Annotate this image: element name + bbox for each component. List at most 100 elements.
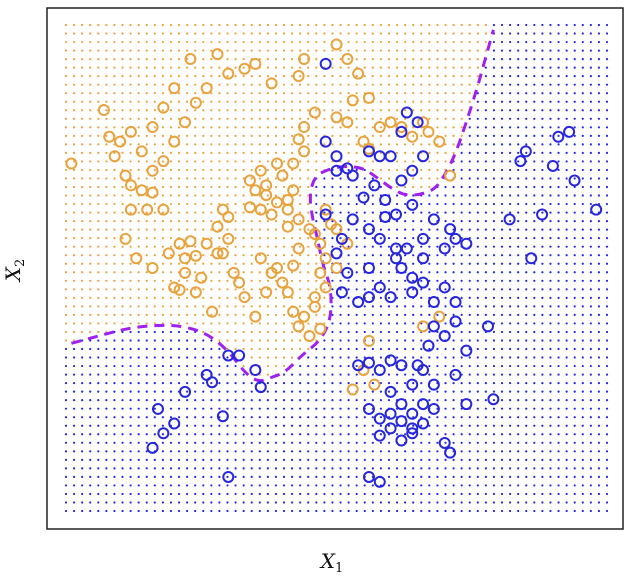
grid-dot bbox=[129, 75, 132, 78]
grid-dot bbox=[549, 330, 552, 334]
grid-dot bbox=[395, 467, 399, 470]
grid-dot bbox=[64, 58, 68, 61]
grid-dot bbox=[177, 441, 181, 444]
grid-dot bbox=[64, 356, 68, 359]
grid-dot bbox=[428, 228, 431, 231]
grid-dot bbox=[605, 279, 609, 282]
grid-dot bbox=[137, 484, 140, 487]
grid-dot bbox=[137, 424, 140, 427]
grid-dot bbox=[589, 23, 592, 27]
grid-dot bbox=[436, 49, 439, 52]
data-point-orange bbox=[189, 286, 202, 299]
grid-dot bbox=[565, 83, 568, 86]
grid-dot bbox=[161, 501, 164, 504]
grid-dot bbox=[517, 467, 520, 470]
grid-dot bbox=[194, 424, 197, 427]
grid-dot bbox=[468, 228, 471, 231]
grid-dot bbox=[137, 100, 140, 103]
grid-dot bbox=[161, 288, 164, 291]
grid-dot bbox=[347, 279, 350, 282]
grid-dot bbox=[105, 433, 108, 436]
grid-dot bbox=[460, 194, 463, 197]
grid-dot bbox=[105, 475, 108, 478]
grid-dot bbox=[581, 66, 584, 69]
grid-dot bbox=[355, 416, 358, 419]
grid-dot bbox=[549, 143, 552, 146]
grid-dot bbox=[89, 313, 92, 316]
grid-dot bbox=[573, 313, 576, 316]
grid-dot bbox=[137, 143, 140, 146]
grid-dot bbox=[500, 441, 504, 444]
grid-dot bbox=[186, 322, 189, 325]
grid-dot bbox=[460, 58, 463, 61]
grid-dot bbox=[315, 109, 318, 112]
grid-dot bbox=[234, 271, 237, 274]
grid-dot bbox=[97, 288, 100, 291]
grid-dot bbox=[452, 382, 455, 385]
grid-dot bbox=[177, 58, 181, 61]
grid-dot bbox=[169, 492, 173, 496]
grid-dot bbox=[226, 322, 229, 325]
grid-dot bbox=[242, 339, 245, 342]
grid-dot bbox=[468, 373, 471, 376]
grid-dot bbox=[145, 450, 148, 453]
grid-dot bbox=[371, 237, 374, 240]
data-point-blue bbox=[146, 441, 159, 454]
grid-dot bbox=[315, 220, 318, 223]
grid-dot bbox=[145, 58, 148, 61]
grid-dot bbox=[186, 109, 189, 112]
grid-dot bbox=[210, 433, 213, 436]
grid-dot bbox=[307, 279, 310, 282]
grid-dot bbox=[355, 441, 358, 444]
grid-dot bbox=[589, 407, 592, 410]
grid-dot bbox=[81, 194, 84, 197]
grid-dot bbox=[105, 109, 108, 112]
grid-dot bbox=[492, 40, 496, 44]
grid-dot bbox=[517, 492, 520, 496]
grid-dot bbox=[605, 185, 609, 189]
grid-dot bbox=[517, 177, 520, 180]
data-point-orange bbox=[346, 383, 359, 396]
grid-dot bbox=[266, 458, 269, 461]
grid-dot bbox=[557, 424, 560, 427]
grid-dot bbox=[605, 66, 609, 69]
grid-dot bbox=[444, 40, 447, 44]
grid-dot bbox=[194, 40, 197, 44]
grid-dot bbox=[81, 475, 84, 478]
grid-dot bbox=[573, 509, 576, 513]
grid-dot bbox=[89, 296, 92, 299]
grid-dot bbox=[210, 484, 213, 487]
grid-dot bbox=[121, 467, 124, 470]
grid-dot bbox=[266, 109, 269, 112]
grid-dot bbox=[234, 83, 237, 86]
grid-dot bbox=[81, 296, 84, 299]
grid-dot bbox=[64, 49, 68, 52]
grid-dot bbox=[605, 151, 609, 154]
grid-dot bbox=[565, 245, 568, 248]
grid-dot bbox=[81, 228, 84, 231]
grid-dot bbox=[234, 66, 237, 69]
grid-dot bbox=[258, 168, 261, 172]
grid-dot bbox=[137, 117, 140, 120]
data-point-blue bbox=[406, 271, 419, 284]
grid-dot bbox=[581, 492, 584, 496]
grid-dot bbox=[64, 83, 68, 86]
grid-dot bbox=[266, 126, 269, 129]
grid-dot bbox=[460, 450, 463, 453]
grid-dot bbox=[161, 390, 164, 393]
grid-dot bbox=[339, 347, 342, 351]
grid-dot bbox=[177, 117, 181, 120]
data-point-orange bbox=[179, 252, 192, 265]
grid-dot bbox=[525, 49, 528, 52]
grid-dot bbox=[274, 66, 278, 69]
grid-dot bbox=[541, 160, 544, 163]
grid-dot bbox=[436, 75, 439, 78]
grid-dot bbox=[395, 330, 399, 334]
grid-dot bbox=[226, 83, 229, 86]
grid-dot bbox=[573, 347, 576, 351]
data-point-orange bbox=[227, 266, 240, 279]
grid-dot bbox=[323, 313, 326, 316]
grid-dot bbox=[129, 399, 132, 402]
grid-dot bbox=[581, 262, 584, 265]
grid-dot bbox=[202, 330, 205, 334]
